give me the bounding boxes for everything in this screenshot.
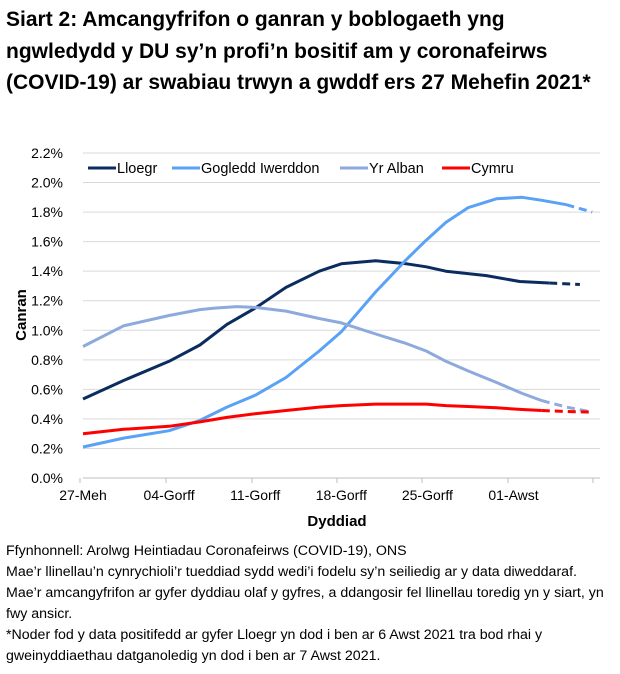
source-note: Ffynhonnell: Arolwg Heintiadau Coronafei… (6, 543, 407, 559)
y-tick-label: 1.6% (31, 234, 63, 250)
series-line-yr-alban (82, 305, 543, 403)
y-tick-label: 0.8% (31, 352, 63, 368)
series-forecast-gogledd-iwerddon (565, 203, 593, 214)
x-tick-label: 04-Gorff (144, 487, 195, 503)
series-line-gogledd-iwerddon (82, 195, 567, 449)
date-note: *Noder fod y data positifedd ar gyfer Ll… (6, 627, 543, 664)
series-line-cymru (82, 402, 542, 436)
y-tick-label: 0.6% (31, 381, 63, 397)
series-forecast-lloegr (549, 281, 580, 286)
legend-label: Gogledd Iwerddon (201, 161, 320, 177)
y-tick-label: 0.2% (31, 440, 63, 456)
legend-label: Lloegr (117, 161, 157, 177)
method-note: Mae’r llinellau’n cynrychioli’r tueddiad… (6, 564, 604, 622)
y-tick-label: 1.8% (31, 204, 63, 220)
x-tick-label: 27-Meh (59, 487, 106, 503)
y-axis-label: Canran (13, 289, 30, 341)
series-forecast-cymru (541, 409, 593, 414)
y-tick-label: 2.0% (31, 175, 63, 191)
legend-label: Cymru (471, 161, 514, 177)
x-tick-label: 11-Gorff (230, 487, 280, 503)
series-line-lloegr (82, 259, 550, 401)
y-tick-label: 0.0% (31, 470, 63, 486)
chart-title: Siart 2: Amcangyfrifon o ganran y boblog… (6, 8, 591, 94)
y-tick-label: 2.2% (31, 145, 63, 161)
x-tick-label: 18-Gorff (316, 487, 367, 503)
y-tick-label: 1.0% (31, 322, 63, 338)
y-tick-label: 1.2% (31, 293, 63, 309)
footnotes: Ffynhonnell: Arolwg Heintiadau Coronafei… (6, 541, 616, 667)
y-tick-label: 0.4% (31, 411, 63, 427)
legend-label: Yr Alban (369, 161, 424, 177)
x-tick-label: 25-Gorff (402, 487, 453, 503)
x-axis-label: Dyddiad (307, 513, 366, 530)
line-chart: 0.0% 0.2% 0.4% 0.6% 0.8% 1.0% 1.2% 1.4% 1.6% 1.8%… (13, 145, 600, 530)
x-tick-label: 01-Awst (488, 487, 538, 503)
y-tick-label: 1.4% (31, 263, 63, 279)
